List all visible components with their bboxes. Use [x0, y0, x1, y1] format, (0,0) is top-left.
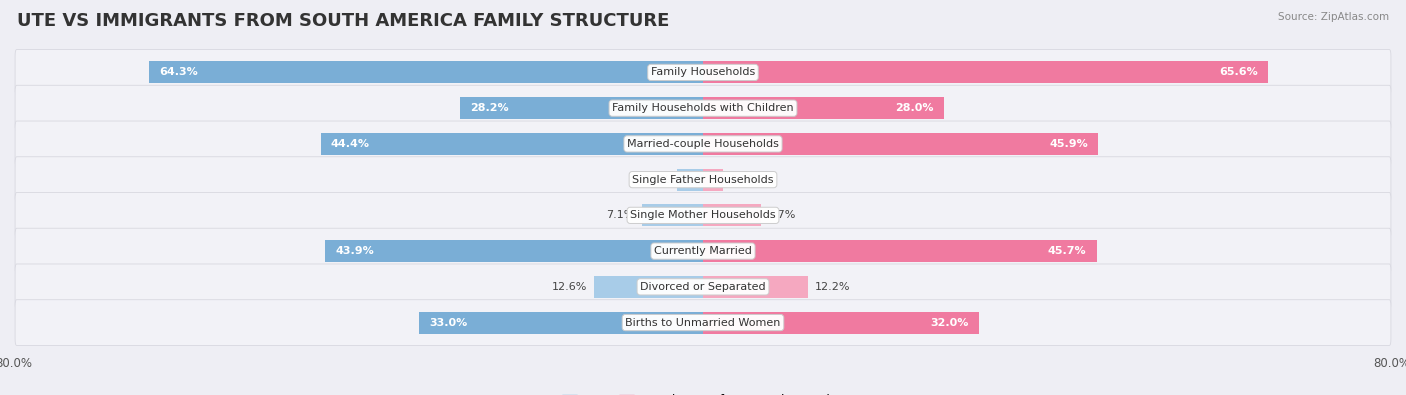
Text: Family Households with Children: Family Households with Children: [612, 103, 794, 113]
FancyBboxPatch shape: [15, 121, 1391, 167]
FancyBboxPatch shape: [15, 300, 1391, 346]
Text: 45.9%: 45.9%: [1049, 139, 1088, 149]
Bar: [703, 312, 979, 334]
Text: 65.6%: 65.6%: [1219, 68, 1257, 77]
Text: 3.0%: 3.0%: [643, 175, 671, 184]
Bar: [595, 276, 703, 298]
Text: 44.4%: 44.4%: [330, 139, 370, 149]
Text: 28.0%: 28.0%: [896, 103, 934, 113]
Bar: [643, 204, 703, 226]
FancyBboxPatch shape: [15, 192, 1391, 238]
Text: Single Mother Households: Single Mother Households: [630, 211, 776, 220]
Text: 2.3%: 2.3%: [730, 175, 758, 184]
FancyBboxPatch shape: [15, 264, 1391, 310]
Bar: [149, 61, 703, 83]
Bar: [703, 169, 723, 191]
Text: Married-couple Households: Married-couple Households: [627, 139, 779, 149]
Text: Source: ZipAtlas.com: Source: ZipAtlas.com: [1278, 12, 1389, 22]
Bar: [678, 169, 703, 191]
Bar: [703, 97, 945, 119]
Legend: Ute, Immigrants from South America: Ute, Immigrants from South America: [562, 394, 844, 395]
Text: 33.0%: 33.0%: [429, 318, 467, 327]
FancyBboxPatch shape: [15, 228, 1391, 274]
Text: 12.6%: 12.6%: [553, 282, 588, 292]
Text: 43.9%: 43.9%: [335, 246, 374, 256]
Text: 6.7%: 6.7%: [768, 211, 796, 220]
Text: 64.3%: 64.3%: [160, 68, 198, 77]
Bar: [460, 97, 703, 119]
Text: Single Father Households: Single Father Households: [633, 175, 773, 184]
Bar: [703, 204, 761, 226]
Text: 28.2%: 28.2%: [471, 103, 509, 113]
Text: Divorced or Separated: Divorced or Separated: [640, 282, 766, 292]
Bar: [703, 276, 808, 298]
Text: 45.7%: 45.7%: [1047, 246, 1087, 256]
Bar: [703, 61, 1268, 83]
Bar: [703, 133, 1098, 155]
Text: 7.1%: 7.1%: [606, 211, 636, 220]
Bar: [321, 133, 703, 155]
FancyBboxPatch shape: [15, 85, 1391, 131]
Text: Family Households: Family Households: [651, 68, 755, 77]
Bar: [325, 240, 703, 262]
FancyBboxPatch shape: [15, 157, 1391, 203]
Bar: [419, 312, 703, 334]
Text: 12.2%: 12.2%: [815, 282, 851, 292]
Text: UTE VS IMMIGRANTS FROM SOUTH AMERICA FAMILY STRUCTURE: UTE VS IMMIGRANTS FROM SOUTH AMERICA FAM…: [17, 12, 669, 30]
Text: Currently Married: Currently Married: [654, 246, 752, 256]
Text: 32.0%: 32.0%: [929, 318, 969, 327]
Text: Births to Unmarried Women: Births to Unmarried Women: [626, 318, 780, 327]
Bar: [703, 240, 1097, 262]
FancyBboxPatch shape: [15, 49, 1391, 95]
